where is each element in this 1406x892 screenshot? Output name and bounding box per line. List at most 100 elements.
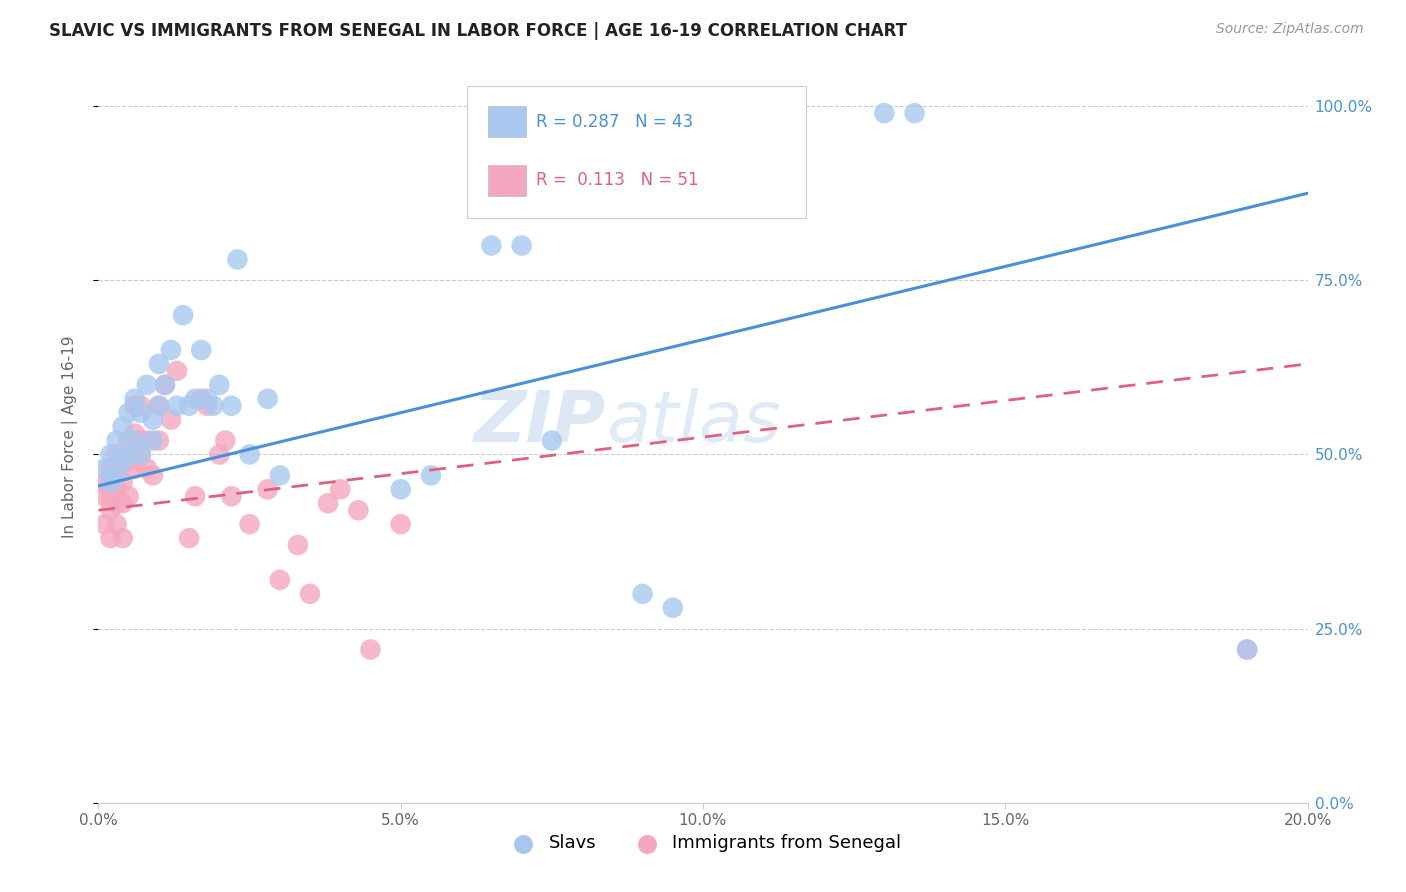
Point bbox=[148, 357, 170, 371]
Point bbox=[100, 503, 122, 517]
Point bbox=[661, 600, 683, 615]
Point bbox=[118, 454, 141, 468]
Point bbox=[195, 392, 218, 406]
Point bbox=[172, 308, 194, 322]
Point bbox=[105, 517, 128, 532]
Point bbox=[202, 399, 225, 413]
Point bbox=[184, 489, 207, 503]
Point bbox=[111, 475, 134, 490]
Point bbox=[631, 587, 654, 601]
Point bbox=[190, 392, 212, 406]
Point bbox=[1236, 642, 1258, 657]
Point bbox=[420, 468, 443, 483]
Point bbox=[124, 392, 146, 406]
Point bbox=[256, 483, 278, 497]
Point bbox=[873, 106, 896, 120]
Point bbox=[166, 364, 188, 378]
Point bbox=[93, 517, 115, 532]
Point bbox=[184, 392, 207, 406]
Point bbox=[347, 503, 370, 517]
Point bbox=[221, 399, 243, 413]
Point bbox=[111, 496, 134, 510]
Point bbox=[93, 461, 115, 475]
Text: atlas: atlas bbox=[606, 388, 780, 457]
Point bbox=[135, 377, 157, 392]
Point bbox=[124, 426, 146, 441]
Point bbox=[111, 531, 134, 545]
Point bbox=[389, 517, 412, 532]
Point bbox=[100, 475, 122, 490]
Point bbox=[118, 489, 141, 503]
Point bbox=[129, 448, 152, 462]
Point bbox=[124, 399, 146, 413]
Legend: Slavs, Immigrants from Senegal: Slavs, Immigrants from Senegal bbox=[498, 827, 908, 860]
Point bbox=[256, 392, 278, 406]
Point bbox=[190, 343, 212, 357]
Point bbox=[142, 434, 165, 448]
Point bbox=[269, 573, 291, 587]
Point bbox=[360, 642, 382, 657]
Point bbox=[100, 461, 122, 475]
Point bbox=[93, 489, 115, 503]
Point bbox=[118, 448, 141, 462]
Point bbox=[111, 454, 134, 468]
Point bbox=[142, 412, 165, 426]
Point bbox=[100, 448, 122, 462]
Point bbox=[148, 434, 170, 448]
Point bbox=[179, 399, 201, 413]
Point bbox=[105, 496, 128, 510]
Point bbox=[179, 531, 201, 545]
Point bbox=[166, 399, 188, 413]
Point bbox=[481, 238, 503, 252]
Point bbox=[287, 538, 309, 552]
Point bbox=[329, 483, 352, 497]
Point bbox=[135, 461, 157, 475]
Text: SLAVIC VS IMMIGRANTS FROM SENEGAL IN LABOR FORCE | AGE 16-19 CORRELATION CHART: SLAVIC VS IMMIGRANTS FROM SENEGAL IN LAB… bbox=[49, 22, 907, 40]
Point bbox=[239, 517, 262, 532]
Point bbox=[129, 406, 152, 420]
Point bbox=[100, 475, 122, 490]
Point bbox=[124, 434, 146, 448]
Point bbox=[148, 399, 170, 413]
Point bbox=[269, 468, 291, 483]
Text: Source: ZipAtlas.com: Source: ZipAtlas.com bbox=[1216, 22, 1364, 37]
Point bbox=[100, 531, 122, 545]
Text: ZIP: ZIP bbox=[474, 388, 606, 457]
Point bbox=[153, 377, 176, 392]
Point bbox=[129, 448, 152, 462]
Point bbox=[214, 434, 236, 448]
FancyBboxPatch shape bbox=[488, 106, 526, 137]
Point bbox=[226, 252, 249, 267]
Point bbox=[129, 399, 152, 413]
Point bbox=[208, 448, 231, 462]
Point bbox=[195, 399, 218, 413]
Point bbox=[160, 412, 183, 426]
Point bbox=[118, 434, 141, 448]
Point bbox=[105, 434, 128, 448]
Point bbox=[160, 343, 183, 357]
Point bbox=[105, 468, 128, 483]
Point bbox=[316, 496, 339, 510]
Point bbox=[105, 483, 128, 497]
Point bbox=[153, 377, 176, 392]
Point bbox=[299, 587, 322, 601]
Point bbox=[129, 434, 152, 448]
Point bbox=[105, 448, 128, 462]
Point bbox=[389, 483, 412, 497]
Point bbox=[510, 238, 533, 252]
Text: R =  0.113   N = 51: R = 0.113 N = 51 bbox=[536, 171, 699, 189]
Point bbox=[221, 489, 243, 503]
Point bbox=[100, 489, 122, 503]
Point bbox=[124, 461, 146, 475]
Point bbox=[105, 468, 128, 483]
Point bbox=[111, 419, 134, 434]
Point bbox=[135, 434, 157, 448]
Point bbox=[142, 468, 165, 483]
Point bbox=[540, 434, 562, 448]
Point bbox=[904, 106, 927, 120]
Point bbox=[118, 406, 141, 420]
Point bbox=[208, 377, 231, 392]
Point bbox=[1236, 642, 1258, 657]
FancyBboxPatch shape bbox=[488, 165, 526, 195]
Point bbox=[148, 399, 170, 413]
